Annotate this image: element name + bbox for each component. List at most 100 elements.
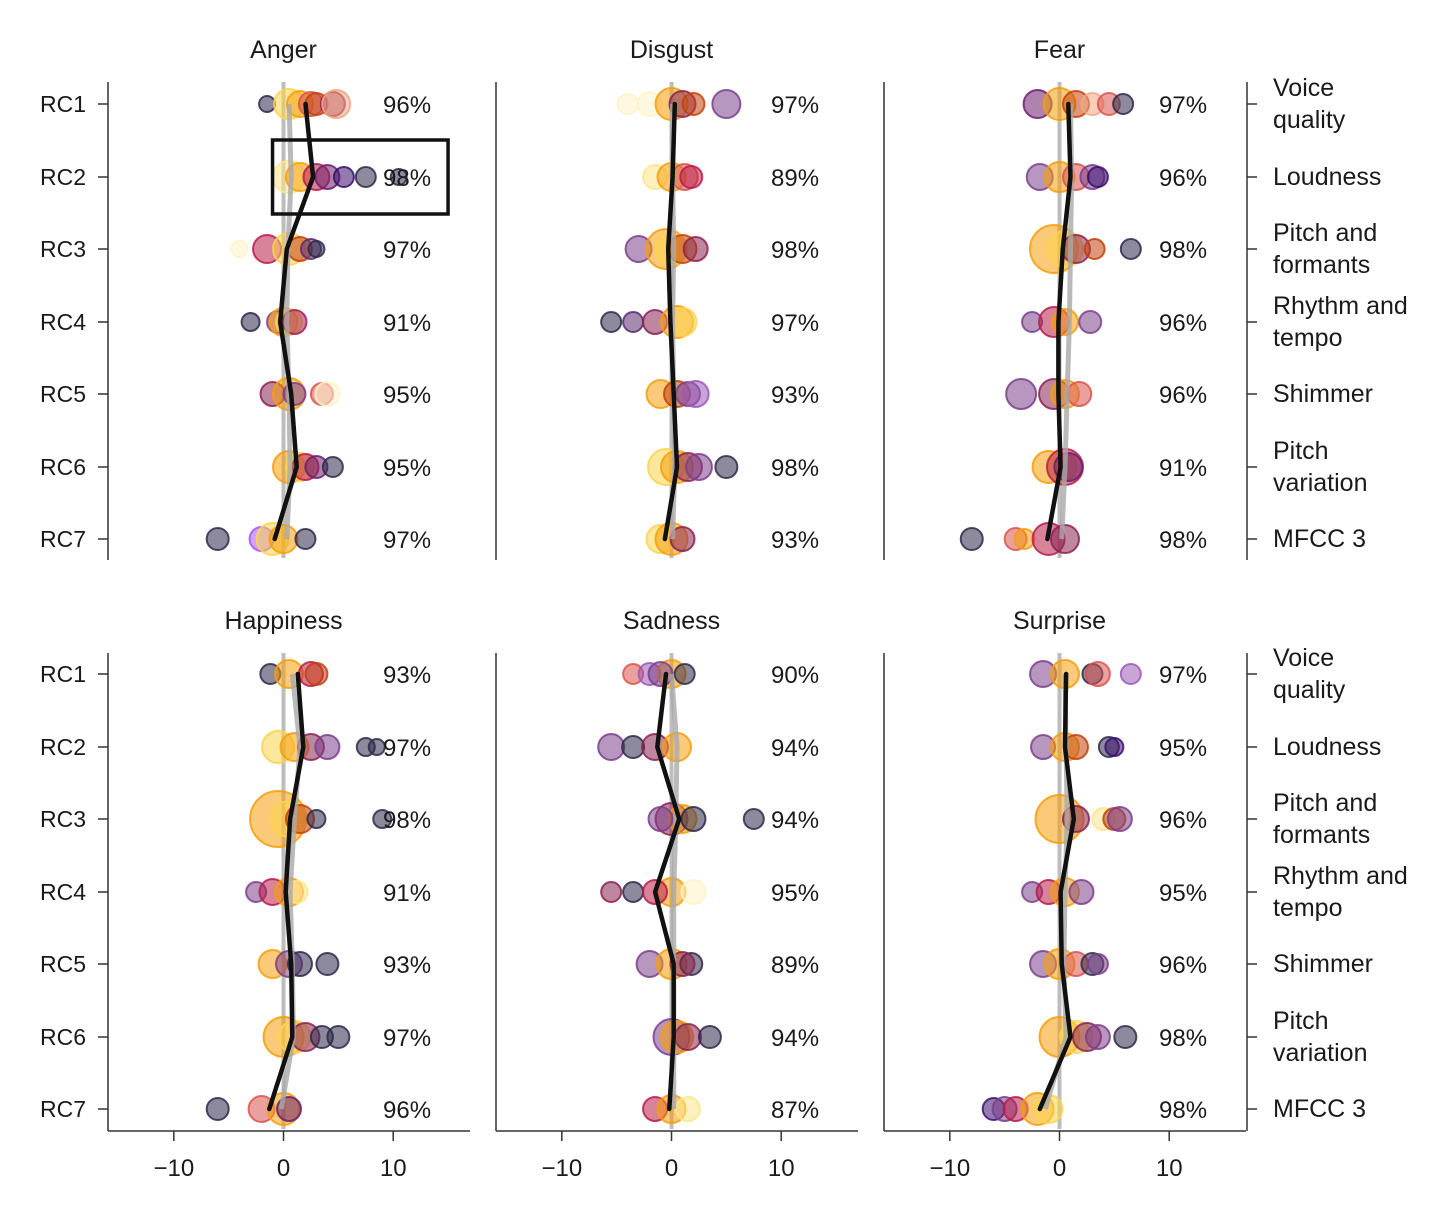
data-point: [1119, 238, 1142, 260]
feature-label: Loudness: [1273, 163, 1381, 191]
data-point: [205, 527, 230, 551]
data-point: [326, 1025, 351, 1049]
data-point: [372, 809, 393, 829]
percentage-label: 95%: [383, 382, 431, 409]
data-point: [230, 240, 249, 258]
percentage-label: 95%: [383, 455, 431, 482]
percentage-label: 97%: [771, 310, 819, 337]
data-point: [600, 881, 623, 903]
data-point: [258, 95, 277, 113]
percentage-label: 97%: [383, 735, 431, 762]
feature-label: Voice: [1273, 644, 1334, 672]
y-tick-label: RC4: [40, 309, 86, 335]
data-point: [622, 311, 645, 333]
percentage-label: 97%: [383, 527, 431, 554]
percentage-label: 96%: [383, 92, 431, 119]
panel-disgust: Disgust 97% 89% 98% 97% 93% 98% 93%: [495, 36, 819, 560]
mean-trend-line: [662, 101, 680, 542]
data-point: [1084, 1024, 1111, 1050]
percentage-label: 98%: [771, 455, 819, 482]
feature-label: tempo: [1273, 894, 1342, 922]
feature-label: MFCC 3: [1273, 525, 1366, 553]
percentage-label: 97%: [383, 237, 431, 264]
data-point: [1068, 879, 1095, 905]
data-point: [673, 1023, 702, 1051]
percentage-label: 90%: [771, 662, 819, 689]
data-point: [1104, 737, 1125, 757]
data-point: [673, 663, 696, 685]
mean-trend-line: [272, 101, 316, 542]
x-tick-label: −10: [929, 1155, 970, 1182]
data-point: [742, 808, 765, 830]
data-point: [669, 526, 696, 552]
data-point: [959, 527, 984, 551]
feature-label: Loudness: [1273, 733, 1381, 761]
data-point: [682, 236, 709, 262]
percentage-label: 96%: [1159, 165, 1207, 192]
percentage-label: 95%: [1159, 735, 1207, 762]
feature-label: Rhythm and: [1273, 292, 1408, 320]
y-tick-label: RC1: [40, 661, 86, 687]
percentage-label: 98%: [383, 165, 431, 192]
feature-label: formants: [1273, 821, 1370, 849]
data-point: [1078, 310, 1103, 334]
feature-label: quality: [1273, 676, 1346, 704]
y-tick-label: RC4: [40, 879, 86, 905]
highlight-box: [270, 138, 450, 216]
percentage-label: 96%: [1159, 952, 1207, 979]
feature-label: MFCC 3: [1273, 1095, 1366, 1123]
data-point: [307, 240, 326, 258]
percentage-label: 96%: [383, 1097, 431, 1124]
data-point: [669, 951, 696, 977]
data-point: [711, 89, 742, 119]
data-point: [1086, 953, 1109, 975]
panel-surprise: Surprise 97% 95% 96% 95% 96% 98% 98% −10 0 10 Voice…: [883, 607, 1408, 1182]
panel-title: Happiness: [224, 607, 342, 635]
data-point: [1106, 806, 1133, 832]
panel-title: Surprise: [1013, 607, 1106, 635]
percentage-label: 91%: [383, 310, 431, 337]
feature-label: tempo: [1273, 324, 1342, 352]
data-point: [240, 312, 261, 332]
feature-label: Pitch and: [1273, 789, 1377, 817]
percentage-label: 98%: [383, 807, 431, 834]
x-tick-label: −10: [153, 1155, 194, 1182]
data-point: [680, 806, 707, 832]
panel-title: Disgust: [630, 36, 713, 64]
data-point: [680, 879, 707, 905]
data-point: [354, 166, 377, 188]
x-tick-label: 10: [1156, 1155, 1183, 1182]
data-point: [714, 455, 739, 479]
data-point: [684, 453, 713, 481]
percentage-label: 94%: [771, 1025, 819, 1052]
x-tick-label: 0: [1053, 1155, 1066, 1182]
y-tick-label: RC3: [40, 806, 86, 832]
percentage-label: 98%: [771, 237, 819, 264]
x-tick-label: 10: [380, 1155, 407, 1182]
data-point: [1119, 663, 1142, 685]
feature-label: variation: [1273, 469, 1368, 497]
x-tick-label: 0: [277, 1155, 290, 1182]
panel-sadness: Sadness 90% 94% 94% 95% 89% 94% 87% −10 0 10: [495, 607, 858, 1182]
percentage-label: 98%: [1159, 237, 1207, 264]
data-point: [314, 734, 341, 760]
data-point: [622, 881, 645, 903]
y-tick-label: RC1: [40, 91, 86, 117]
data-point: [315, 952, 340, 976]
percentage-label: 98%: [1159, 1097, 1207, 1124]
percentage-label: 97%: [1159, 662, 1207, 689]
feature-label: Voice: [1273, 74, 1334, 102]
gray-trend-line: [284, 103, 294, 540]
data-point: [205, 1097, 230, 1121]
data-point: [294, 528, 317, 550]
percentage-label: 94%: [771, 807, 819, 834]
data-point: [1050, 524, 1080, 554]
data-point: [321, 456, 344, 478]
data-point: [600, 311, 623, 333]
data-point: [1083, 238, 1106, 260]
panel-title: Anger: [250, 36, 317, 64]
data-point: [597, 733, 626, 761]
percentage-label: 93%: [771, 382, 819, 409]
percentage-label: 87%: [771, 1097, 819, 1124]
